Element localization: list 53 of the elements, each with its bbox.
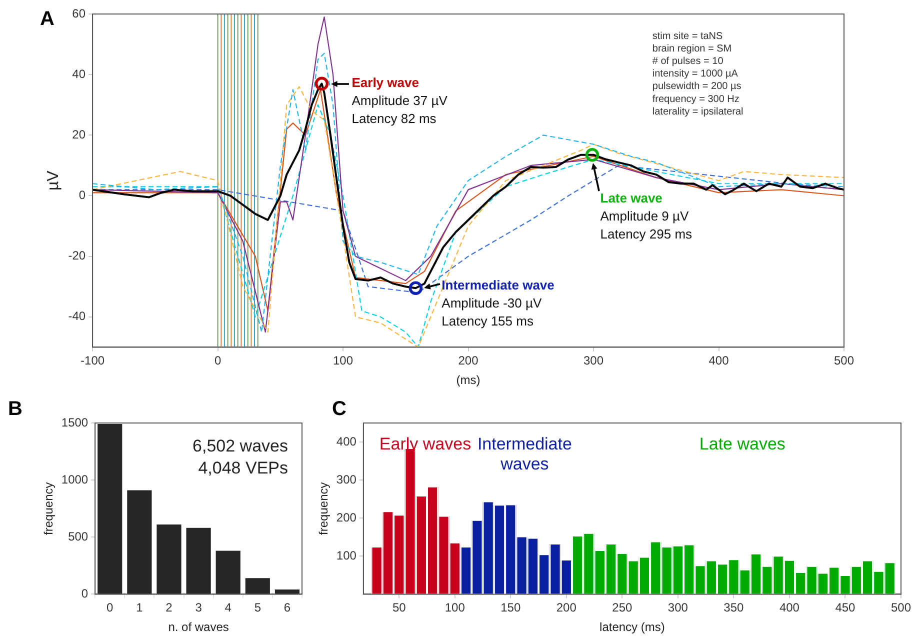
y-tick-label: 0: [78, 188, 86, 202]
annotation: Intermediate wave Amplitude -30 µV Latency 155 ms: [442, 278, 554, 329]
x-tick-label: 300: [584, 354, 604, 368]
x-axis-title: (ms): [456, 373, 480, 388]
y-tick-label: 20: [72, 127, 86, 142]
x-tick-label: 0: [214, 354, 222, 368]
annotation: Early wave Amplitude 37 µV Latency 82 ms: [352, 75, 448, 126]
x-tick-label: 150: [500, 600, 521, 615]
x-tick-label: 500: [890, 600, 912, 615]
y-axis-title: µV: [45, 170, 62, 191]
x-tick-label: 0: [106, 600, 114, 615]
y-tick-label: 500: [68, 529, 88, 544]
x-tick-label: 4: [224, 600, 232, 615]
y-tick-label: 1000: [61, 472, 88, 486]
x-tick-label: -100: [80, 354, 105, 368]
annotation: stim site = taNS brain region = SM # of pulses = 10 intensity = 1000 µA pulsewidth = 200 µs frequency = 300 Hz laterality = ipsilateral: [652, 30, 744, 118]
chart-title: A: [40, 8, 54, 31]
x-tick-label: 350: [724, 600, 744, 615]
annotation: Late waves: [699, 434, 786, 454]
y-tick-label: 400: [336, 434, 357, 448]
chart-title: B: [8, 398, 22, 421]
y-tick-label: -20: [68, 248, 86, 263]
annotation: 6,502 waves 4,048 VEPs: [192, 436, 288, 478]
x-axis-title: latency (ms): [600, 620, 665, 634]
x-tick-label: 250: [612, 600, 632, 615]
x-tick-label: 2: [166, 600, 173, 615]
annotation: Late wave Amplitude 9 µV Latency 295 ms: [600, 190, 693, 242]
y-tick-label: 1500: [61, 415, 88, 430]
x-axis-title: n. of waves: [168, 620, 229, 634]
y-tick-label: 40: [72, 66, 86, 81]
x-tick-label: 1: [136, 600, 144, 615]
x-tick-label: 400: [779, 600, 800, 615]
y-tick-label: 300: [336, 472, 357, 486]
y-tick-label: 0: [81, 586, 88, 601]
y-axis-title: frequency: [42, 482, 56, 535]
x-tick-label: 450: [835, 600, 856, 615]
x-tick-label: 50: [392, 600, 406, 615]
y-axis-title: frequency: [316, 482, 331, 535]
x-tick-label: 400: [708, 354, 730, 368]
y-tick-label: -40: [68, 309, 86, 324]
y-tick-label: 100: [336, 548, 357, 562]
annotation: Intermediate waves: [477, 434, 572, 474]
x-tick-label: 6: [284, 600, 291, 615]
x-tick-label: 200: [556, 600, 577, 615]
x-tick-label: 5: [254, 600, 262, 615]
chart-title: C: [332, 398, 346, 421]
x-tick-label: 100: [444, 600, 466, 615]
x-tick-label: 3: [195, 600, 202, 615]
x-tick-label: 200: [458, 354, 479, 368]
x-tick-label: 500: [834, 354, 854, 368]
x-tick-label: 300: [668, 600, 688, 615]
y-tick-label: 60: [72, 6, 86, 20]
y-tick-label: 200: [336, 510, 357, 524]
